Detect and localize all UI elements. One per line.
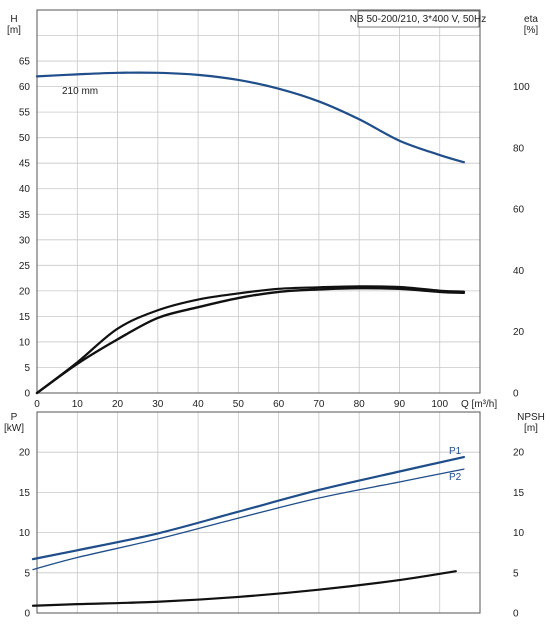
h-tick-label: 25 — [19, 261, 31, 272]
model-label-box — [357, 10, 480, 28]
eta-tick-label: 0 — [513, 389, 519, 400]
p-tick-label: 15 — [19, 488, 31, 499]
q-tick-label: 10 — [72, 399, 84, 410]
eta-tick-label: 60 — [513, 205, 525, 216]
top-plot-frame — [36, 9, 481, 394]
q-tick-label: 40 — [193, 399, 205, 410]
q-tick-label: 80 — [354, 399, 366, 410]
h-tick-label: 55 — [19, 108, 31, 119]
q-tick-label: 90 — [394, 399, 406, 410]
p-tick-labels: 0 5 10 15 20 — [19, 448, 31, 620]
h-tick-labels: 0 5 10 15 20 25 30 35 40 45 50 55 60 65 — [19, 57, 31, 400]
p-tick-label: 0 — [24, 609, 30, 620]
npsh-tick-label: 5 — [513, 568, 519, 579]
q-tick-label: 100 — [431, 399, 448, 410]
eta-tick-label: 40 — [513, 266, 525, 277]
h-tick-label: 60 — [19, 82, 31, 93]
efficiency-curve-line — [35, 285, 465, 395]
p2-label: P2 — [449, 472, 462, 483]
h-tick-label: 65 — [19, 57, 31, 68]
p-axis-label: P — [11, 412, 18, 423]
npsh-curve-line — [31, 570, 457, 607]
h-tick-label: 20 — [19, 286, 31, 297]
model-label: NB 50-200/210, 3*400 V, 50Hz — [350, 14, 486, 25]
x-axis-label: Q [m³/h] — [461, 399, 497, 410]
npsh-tick-label: 10 — [513, 528, 525, 539]
p-tick-label: 20 — [19, 448, 31, 459]
eta-tick-label: 20 — [513, 327, 525, 338]
p-tick-label: 5 — [24, 568, 30, 579]
h-tick-label: 45 — [19, 159, 31, 170]
npsh-tick-labels: 0 5 10 15 20 — [513, 448, 525, 620]
h-tick-label: 10 — [19, 337, 31, 348]
efficiency-curve-line — [35, 286, 466, 395]
eta-axis-label: eta — [524, 14, 538, 25]
h-axis-unit: [m] — [7, 25, 21, 36]
p2-power-line — [32, 468, 465, 571]
q-tick-label: 0 — [34, 399, 40, 410]
q-tick-label: 60 — [273, 399, 285, 410]
h-tick-label: 35 — [19, 210, 31, 221]
impeller-curve-label: 210 mm — [62, 86, 98, 97]
bottom-plot-frame — [36, 411, 481, 614]
eta-tick-label: 100 — [513, 82, 530, 93]
p1-label: P1 — [449, 446, 462, 457]
q-tick-label: 30 — [152, 399, 164, 410]
q-tick-labels: 0 10 20 30 40 50 60 70 80 90 100 — [34, 399, 448, 410]
q-tick-label: 20 — [112, 399, 124, 410]
q-tick-label: 70 — [313, 399, 325, 410]
p-axis-unit: [kW] — [4, 423, 24, 434]
eta-axis-unit: [%] — [524, 25, 539, 36]
npsh-tick-label: 15 — [513, 488, 525, 499]
bottom-series — [31, 455, 465, 607]
h-tick-label: 0 — [24, 389, 30, 400]
q-tick-label: 50 — [233, 399, 245, 410]
h-tick-label: 40 — [19, 184, 31, 195]
h-tick-label: 5 — [24, 363, 30, 374]
npsh-axis-label: NPSH — [517, 412, 545, 423]
top-series — [35, 71, 466, 395]
top-grid — [36, 9, 481, 394]
h-tick-label: 15 — [19, 312, 31, 323]
eta-tick-labels: 0 20 40 60 80 100 — [513, 82, 530, 399]
h-tick-label: 30 — [19, 235, 31, 246]
h-tick-label: 50 — [19, 133, 31, 144]
p1-power-line — [31, 455, 465, 561]
p-tick-label: 10 — [19, 528, 31, 539]
npsh-tick-label: 0 — [513, 609, 519, 620]
eta-tick-label: 80 — [513, 143, 525, 154]
npsh-axis-unit: [m] — [524, 423, 538, 434]
npsh-tick-label: 20 — [513, 448, 525, 459]
head-curve-line — [35, 71, 465, 164]
h-axis-label: H — [10, 14, 17, 25]
